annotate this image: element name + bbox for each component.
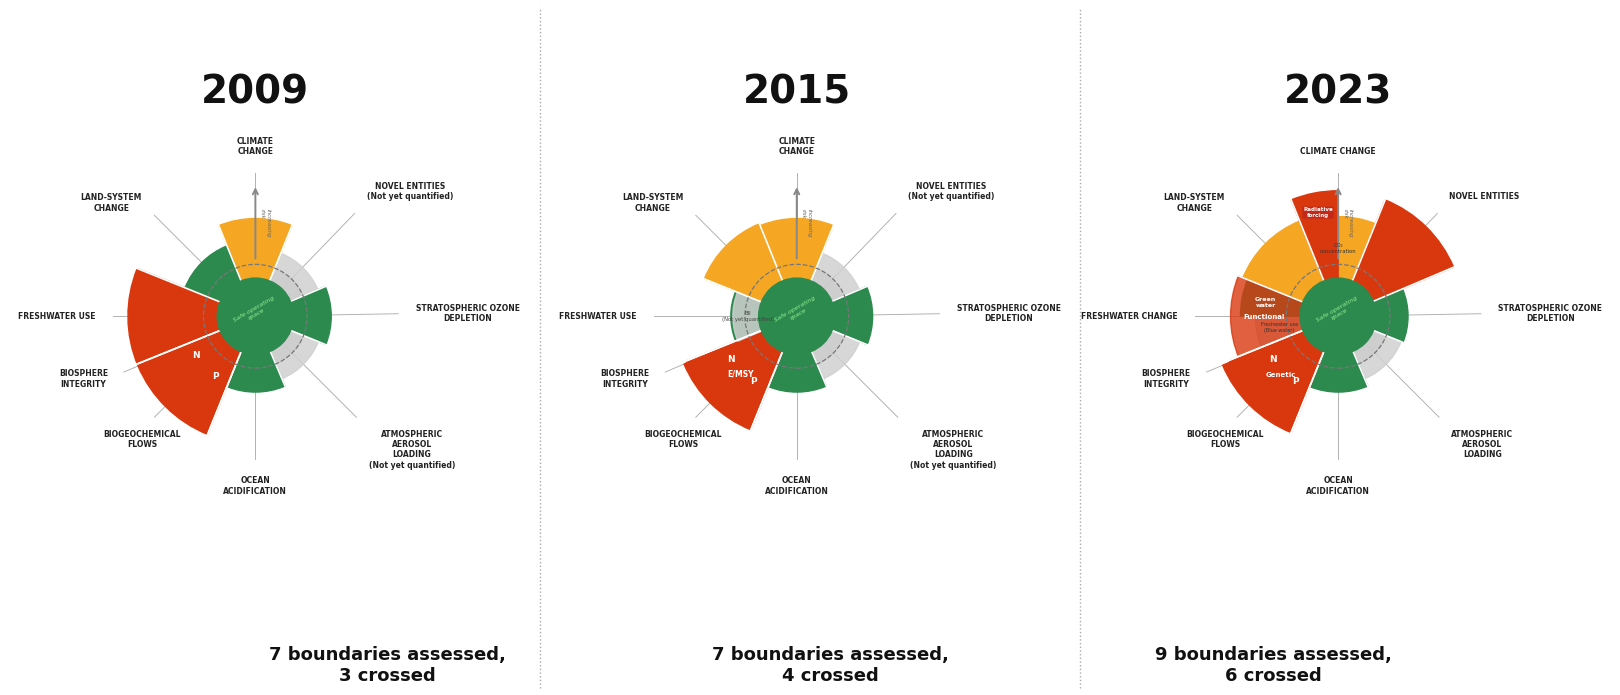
Wedge shape bbox=[797, 253, 859, 316]
Text: Increasing
risk: Increasing risk bbox=[259, 208, 271, 237]
Text: LAND-SYSTEM
CHANGE: LAND-SYSTEM CHANGE bbox=[81, 193, 143, 213]
Text: BIOGEOCHEMICAL
FLOWS: BIOGEOCHEMICAL FLOWS bbox=[104, 430, 181, 449]
Wedge shape bbox=[1256, 318, 1338, 425]
Wedge shape bbox=[1241, 279, 1336, 316]
Circle shape bbox=[204, 264, 308, 368]
Wedge shape bbox=[1243, 221, 1338, 316]
Wedge shape bbox=[797, 317, 860, 379]
Text: ATMOSPHERIC
AEROSOL
LOADING
(Not yet quantified): ATMOSPHERIC AEROSOL LOADING (Not yet qua… bbox=[369, 430, 455, 470]
Text: FRESHWATER USE: FRESHWATER USE bbox=[18, 312, 96, 320]
Text: Increasing
risk: Increasing risk bbox=[800, 208, 812, 237]
Circle shape bbox=[1299, 278, 1377, 354]
Circle shape bbox=[758, 278, 834, 354]
Wedge shape bbox=[760, 218, 833, 314]
Text: BII
(Not yet quantified): BII (Not yet quantified) bbox=[723, 311, 774, 322]
Wedge shape bbox=[258, 286, 330, 345]
Wedge shape bbox=[181, 318, 254, 414]
Text: P: P bbox=[212, 372, 219, 381]
Wedge shape bbox=[684, 317, 795, 430]
Wedge shape bbox=[1231, 276, 1336, 358]
Text: NOVEL ENTITIES
(Not yet quantified): NOVEL ENTITIES (Not yet quantified) bbox=[366, 181, 454, 201]
Text: CO₂
concentration: CO₂ concentration bbox=[1320, 243, 1356, 254]
Text: Green
water: Green water bbox=[1256, 297, 1277, 307]
Text: BIOSPHERE
INTEGRITY: BIOSPHERE INTEGRITY bbox=[1142, 369, 1191, 389]
Text: NOVEL ENTITIES: NOVEL ENTITIES bbox=[1450, 192, 1520, 201]
Wedge shape bbox=[768, 318, 826, 392]
Wedge shape bbox=[185, 246, 254, 316]
Text: FRESHWATER USE: FRESHWATER USE bbox=[559, 312, 637, 320]
Wedge shape bbox=[1256, 316, 1336, 348]
Text: 7 boundaries assessed,
4 crossed: 7 boundaries assessed, 4 crossed bbox=[711, 646, 949, 685]
Wedge shape bbox=[1223, 317, 1338, 432]
Wedge shape bbox=[713, 318, 795, 427]
Wedge shape bbox=[256, 317, 319, 379]
Text: STRATOSPHERIC OZONE
DEPLETION: STRATOSPHERIC OZONE DEPLETION bbox=[957, 304, 1061, 323]
Text: P: P bbox=[1291, 377, 1299, 386]
Text: BIOSPHERE
INTEGRITY: BIOSPHERE INTEGRITY bbox=[58, 369, 109, 389]
Text: E/MSY: E/MSY bbox=[727, 369, 753, 378]
Wedge shape bbox=[190, 291, 254, 341]
Text: Safe operating
space: Safe operating space bbox=[774, 295, 820, 328]
Wedge shape bbox=[1301, 217, 1375, 314]
Circle shape bbox=[779, 293, 828, 342]
Wedge shape bbox=[157, 317, 254, 391]
Wedge shape bbox=[732, 293, 795, 341]
Text: OCEAN
ACIDIFICATION: OCEAN ACIDIFICATION bbox=[1306, 477, 1371, 496]
Text: Safe operating
space: Safe operating space bbox=[1315, 295, 1361, 328]
Text: ATMOSPHERIC
AEROSOL
LOADING: ATMOSPHERIC AEROSOL LOADING bbox=[1452, 430, 1513, 459]
Text: P: P bbox=[750, 377, 757, 386]
Wedge shape bbox=[731, 291, 795, 341]
Title: 2009: 2009 bbox=[201, 74, 309, 112]
Text: LAND-SYSTEM
CHANGE: LAND-SYSTEM CHANGE bbox=[1163, 193, 1225, 213]
Text: BIOGEOCHEMICAL
FLOWS: BIOGEOCHEMICAL FLOWS bbox=[1186, 430, 1264, 449]
Circle shape bbox=[237, 293, 285, 342]
Wedge shape bbox=[799, 286, 873, 345]
Wedge shape bbox=[1338, 317, 1401, 379]
Text: STRATOSPHERIC OZONE
DEPLETION: STRATOSPHERIC OZONE DEPLETION bbox=[416, 304, 520, 323]
Text: CLIMATE CHANGE: CLIMATE CHANGE bbox=[1301, 147, 1375, 156]
Wedge shape bbox=[1230, 317, 1336, 400]
Circle shape bbox=[1320, 293, 1369, 342]
Text: Functional: Functional bbox=[1244, 314, 1285, 320]
Wedge shape bbox=[705, 224, 795, 316]
Text: N: N bbox=[191, 352, 199, 361]
Wedge shape bbox=[227, 318, 285, 392]
Title: 2015: 2015 bbox=[742, 74, 850, 112]
Wedge shape bbox=[685, 317, 795, 401]
Text: Freshwater use
(Blue water): Freshwater use (Blue water) bbox=[1260, 322, 1298, 333]
Title: 2023: 2023 bbox=[1285, 74, 1392, 112]
Text: 7 boundaries assessed,
3 crossed: 7 boundaries assessed, 3 crossed bbox=[269, 646, 505, 685]
Text: STRATOSPHERIC OZONE
DEPLETION: STRATOSPHERIC OZONE DEPLETION bbox=[1498, 304, 1602, 323]
Text: OCEAN
ACIDIFICATION: OCEAN ACIDIFICATION bbox=[765, 477, 829, 496]
Text: N: N bbox=[1270, 354, 1277, 363]
Wedge shape bbox=[1309, 318, 1367, 392]
Text: Safe operating
space: Safe operating space bbox=[233, 295, 279, 328]
Text: BIOSPHERE
INTEGRITY: BIOSPHERE INTEGRITY bbox=[599, 369, 650, 389]
Wedge shape bbox=[1291, 191, 1338, 314]
Circle shape bbox=[217, 278, 293, 354]
Wedge shape bbox=[1338, 200, 1453, 316]
Wedge shape bbox=[219, 218, 292, 314]
Text: CLIMATE
CHANGE: CLIMATE CHANGE bbox=[778, 137, 815, 156]
Wedge shape bbox=[1340, 289, 1408, 343]
Text: Genetic: Genetic bbox=[1265, 372, 1296, 377]
Text: Radiative
forcing: Radiative forcing bbox=[1302, 207, 1333, 218]
Text: N: N bbox=[727, 355, 735, 364]
Text: FRESHWATER CHANGE: FRESHWATER CHANGE bbox=[1081, 312, 1178, 320]
Circle shape bbox=[1286, 264, 1390, 368]
Text: CLIMATE
CHANGE: CLIMATE CHANGE bbox=[237, 137, 274, 156]
Text: 9 boundaries assessed,
6 crossed: 9 boundaries assessed, 6 crossed bbox=[1155, 646, 1392, 685]
Wedge shape bbox=[128, 268, 254, 434]
Text: OCEAN
ACIDIFICATION: OCEAN ACIDIFICATION bbox=[224, 477, 287, 496]
Text: Increasing
risk: Increasing risk bbox=[1343, 208, 1353, 237]
Text: LAND-SYSTEM
CHANGE: LAND-SYSTEM CHANGE bbox=[622, 193, 684, 213]
Text: ATMOSPHERIC
AEROSOL
LOADING
(Not yet quantified): ATMOSPHERIC AEROSOL LOADING (Not yet qua… bbox=[910, 430, 996, 470]
Circle shape bbox=[745, 264, 849, 368]
Text: BIOGEOCHEMICAL
FLOWS: BIOGEOCHEMICAL FLOWS bbox=[645, 430, 723, 449]
Text: NOVEL ENTITIES
(Not yet quantified): NOVEL ENTITIES (Not yet quantified) bbox=[909, 181, 995, 201]
Wedge shape bbox=[256, 253, 318, 316]
